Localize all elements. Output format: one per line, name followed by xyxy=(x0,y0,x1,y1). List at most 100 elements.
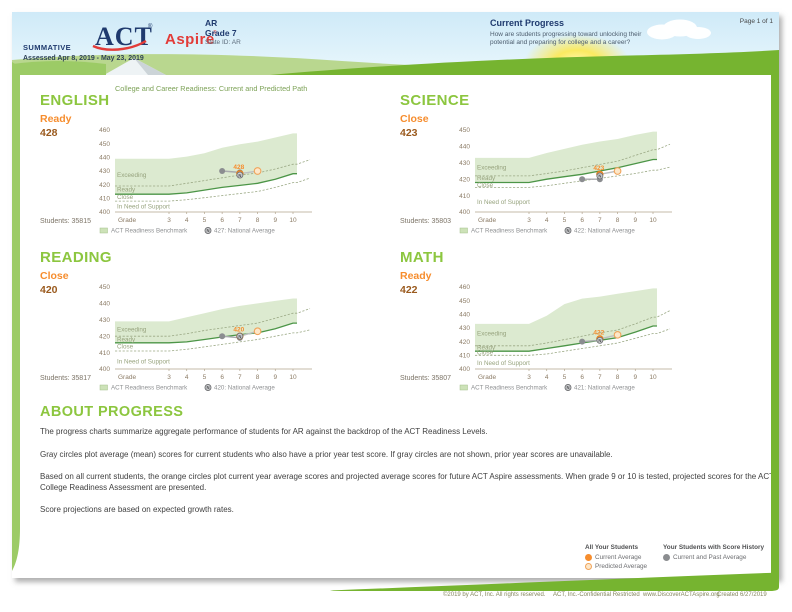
svg-text:N: N xyxy=(238,173,241,178)
svg-text:422: National Average: 422: National Average xyxy=(574,228,635,235)
svg-text:430: 430 xyxy=(459,325,470,332)
svg-text:400: 400 xyxy=(459,366,470,373)
report-title: Current Progress xyxy=(490,18,565,28)
average-score: 423 xyxy=(400,127,418,139)
svg-text:420: National Average: 420: National Average xyxy=(214,385,275,392)
svg-text:450: 450 xyxy=(99,141,110,148)
svg-text:440: 440 xyxy=(459,144,470,151)
svg-text:400: 400 xyxy=(99,209,110,216)
svg-text:N: N xyxy=(598,338,601,343)
average-score: 422 xyxy=(400,284,418,296)
about-progress-title: ABOUT PROGRESS xyxy=(40,404,184,420)
svg-text:ACT Readiness Benchmark: ACT Readiness Benchmark xyxy=(111,385,188,392)
report-description: How are students progressing toward unlo… xyxy=(490,31,642,46)
svg-text:N: N xyxy=(566,228,569,233)
subject-title: SCIENCE xyxy=(400,92,470,109)
legend-item: Current Average xyxy=(585,553,647,561)
svg-text:Exceeding: Exceeding xyxy=(117,172,147,179)
assessed-dates: Assessed Apr 8, 2019 - May 23, 2019 xyxy=(23,55,144,62)
svg-text:4: 4 xyxy=(545,217,549,224)
svg-text:8: 8 xyxy=(616,374,620,381)
svg-text:N: N xyxy=(598,174,601,179)
report-title-block: Current Progress How are students progre… xyxy=(490,18,660,47)
svg-text:430: 430 xyxy=(459,160,470,167)
svg-text:5: 5 xyxy=(203,217,207,224)
svg-text:3: 3 xyxy=(527,374,531,381)
svg-text:ACT Readiness Benchmark: ACT Readiness Benchmark xyxy=(111,228,188,235)
svg-text:8: 8 xyxy=(256,217,260,224)
svg-text:420: 420 xyxy=(233,327,244,334)
logo-swoosh-icon xyxy=(92,39,147,51)
svg-text:Exceeding: Exceeding xyxy=(477,165,507,172)
org-name: AR xyxy=(205,18,218,28)
svg-text:Ready: Ready xyxy=(477,175,496,182)
state-id: State ID: AR xyxy=(205,39,241,46)
cloud-icon xyxy=(647,19,711,40)
program-label: SUMMATIVE xyxy=(23,43,72,52)
readiness-level: Ready xyxy=(40,113,72,125)
svg-text:7: 7 xyxy=(238,374,242,381)
svg-text:428: 428 xyxy=(233,164,244,171)
subject-title: ENGLISH xyxy=(40,92,110,109)
svg-text:7: 7 xyxy=(238,217,242,224)
svg-text:9: 9 xyxy=(273,217,277,224)
copyright-text: ©2019 by ACT, Inc. All rights reserved. xyxy=(443,592,546,598)
svg-text:8: 8 xyxy=(256,374,260,381)
svg-text:In Need of Support: In Need of Support xyxy=(117,359,170,366)
svg-text:®: ® xyxy=(213,29,217,36)
svg-text:410: 410 xyxy=(99,196,110,203)
svg-text:423: 423 xyxy=(593,165,604,172)
subject-title: READING xyxy=(40,249,112,266)
readiness-level: Close xyxy=(400,113,429,125)
svg-text:3: 3 xyxy=(167,374,171,381)
svg-text:427: National Average: 427: National Average xyxy=(214,228,275,235)
svg-text:430: 430 xyxy=(99,168,110,175)
svg-text:410: 410 xyxy=(99,350,110,357)
report-header: ACT ® Aspire ® SUMMATIVE Assessed Apr 8,… xyxy=(12,12,779,75)
about-paragraph: Score projections are based on expected … xyxy=(40,505,234,514)
svg-text:460: 460 xyxy=(99,127,110,134)
students-count: Students: 35803 xyxy=(400,218,451,225)
svg-text:Exceeding: Exceeding xyxy=(477,330,507,337)
svg-text:Ready: Ready xyxy=(477,345,496,352)
svg-text:N: N xyxy=(238,334,241,339)
past-average-dot-icon xyxy=(663,553,670,561)
svg-text:420: 420 xyxy=(99,333,110,340)
math-chart-block: MATH Ready 422 Students: 35807 Exceeding… xyxy=(400,245,745,403)
svg-text:In Need of Support: In Need of Support xyxy=(477,360,530,367)
svg-text:450: 450 xyxy=(99,284,110,291)
report-page: ACT ® Aspire ® SUMMATIVE Assessed Apr 8,… xyxy=(12,12,779,578)
svg-text:440: 440 xyxy=(459,312,470,319)
about-paragraph: The progress charts summarize aggregate … xyxy=(40,427,488,436)
svg-text:10: 10 xyxy=(289,217,297,224)
svg-text:N: N xyxy=(566,385,569,390)
predicted-average-dot-icon xyxy=(585,563,592,570)
svg-text:5: 5 xyxy=(563,217,567,224)
readiness-level: Ready xyxy=(400,270,432,282)
students-count: Students: 35807 xyxy=(400,375,451,382)
website-text: www.DiscoverACTAspire.org xyxy=(643,592,720,598)
legend-all-students: All Your Students Current Average Predic… xyxy=(585,544,647,570)
grade-label: Grade 7 xyxy=(205,28,237,38)
svg-text:Grade: Grade xyxy=(478,374,496,381)
svg-text:6: 6 xyxy=(220,374,224,381)
svg-text:3: 3 xyxy=(167,217,171,224)
svg-text:7: 7 xyxy=(598,217,602,224)
students-count: Students: 35815 xyxy=(40,218,91,225)
svg-text:420: 420 xyxy=(459,176,470,183)
svg-text:7: 7 xyxy=(598,374,602,381)
svg-text:460: 460 xyxy=(459,284,470,291)
legend-item-label: Current and Past Average xyxy=(673,553,747,561)
svg-text:Exceeding: Exceeding xyxy=(117,327,147,334)
svg-text:8: 8 xyxy=(616,217,620,224)
svg-text:440: 440 xyxy=(99,155,110,162)
svg-text:450: 450 xyxy=(459,127,470,134)
svg-text:Grade: Grade xyxy=(478,217,496,224)
svg-text:ACT Readiness Benchmark: ACT Readiness Benchmark xyxy=(471,385,548,392)
act-aspire-logo: ACT ® Aspire ® xyxy=(92,22,217,51)
act-logo-text: ACT xyxy=(95,22,153,51)
